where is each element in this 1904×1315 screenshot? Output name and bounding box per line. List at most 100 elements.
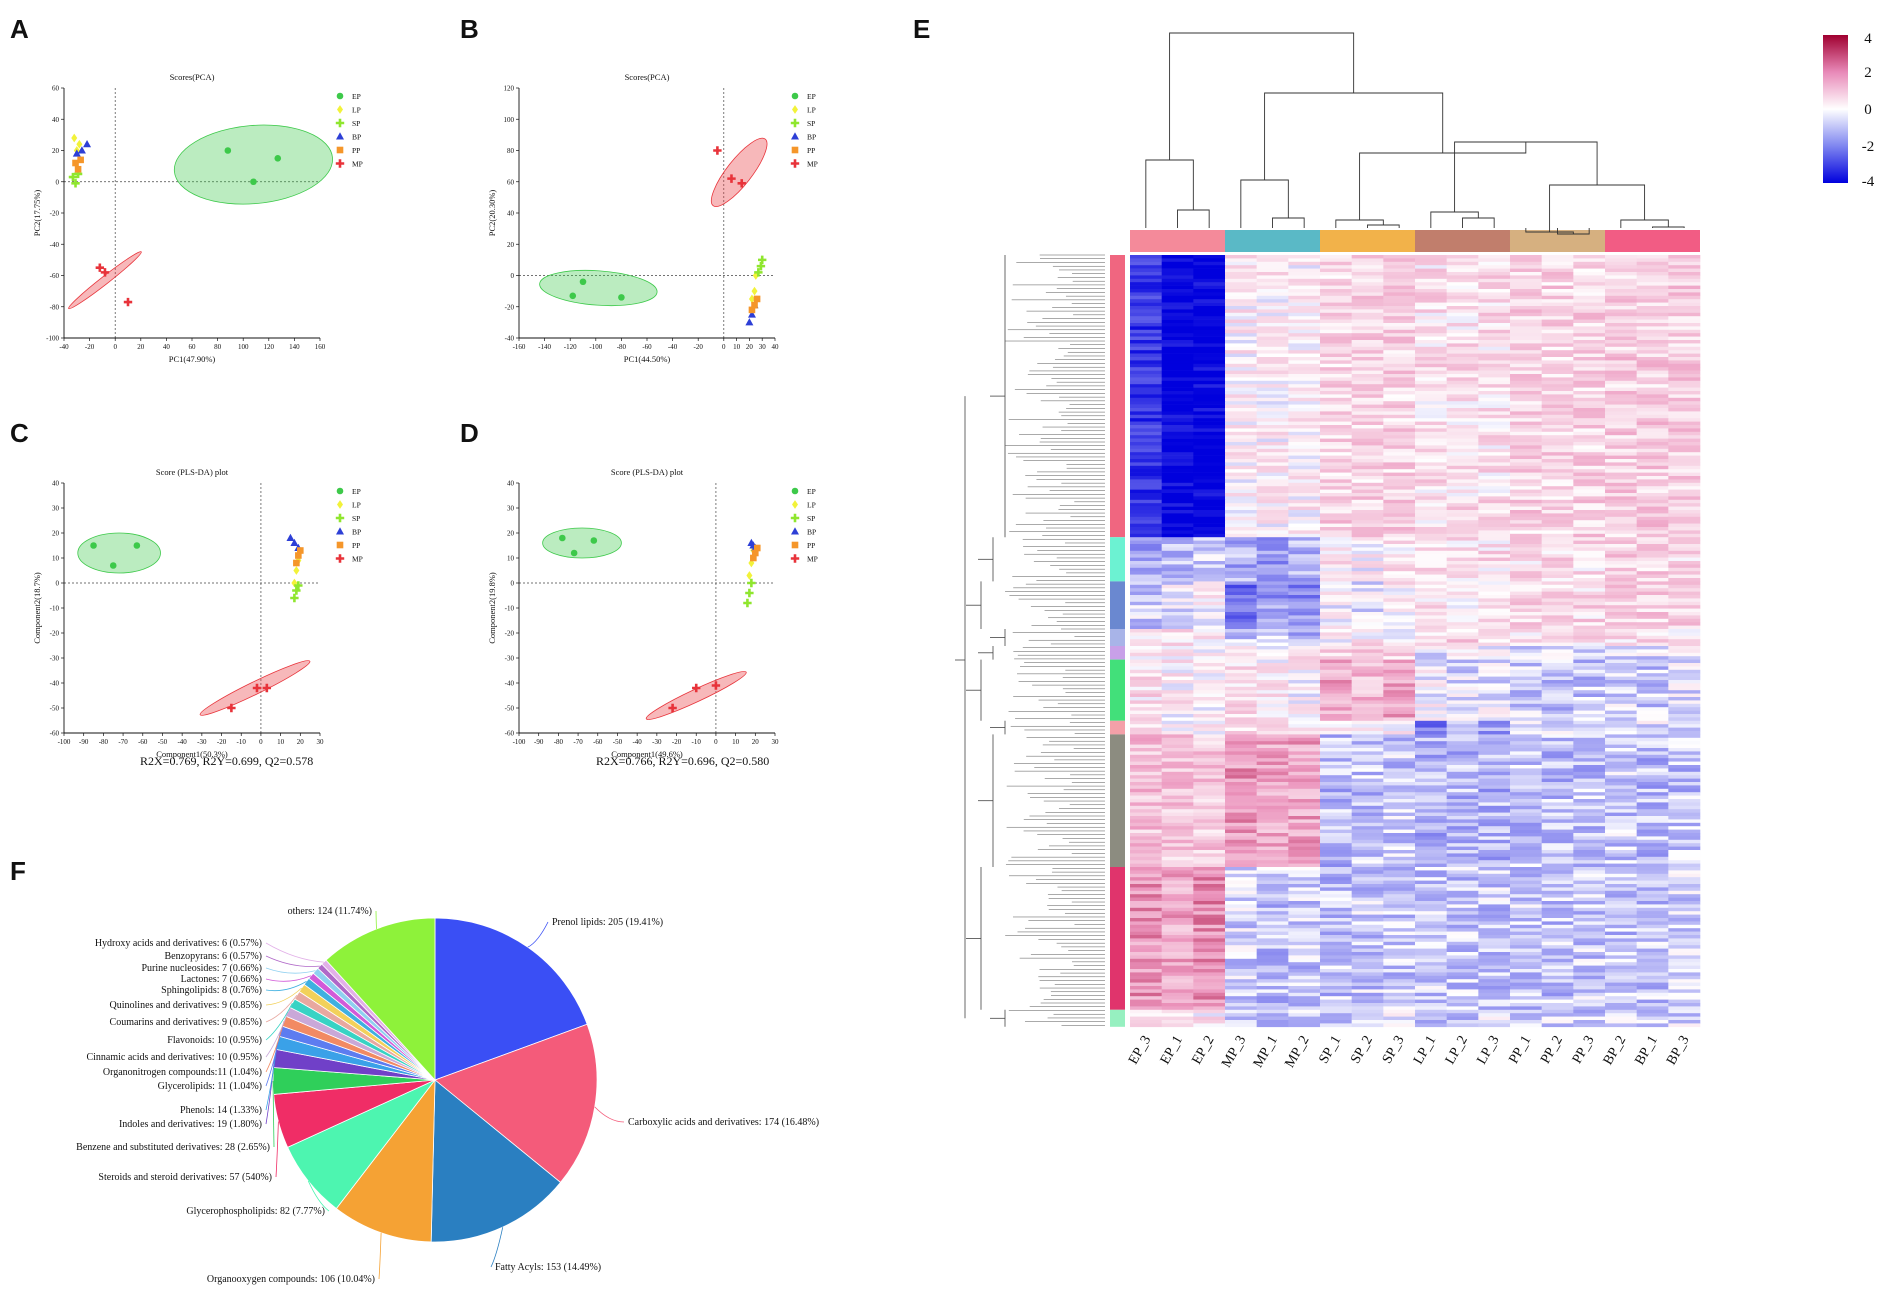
heatmap-cell <box>1256 387 1289 392</box>
heatmap-cell <box>1351 938 1384 943</box>
heatmap-cell <box>1668 578 1701 582</box>
heatmap-cell <box>1193 448 1226 453</box>
heatmap-cell <box>1225 414 1257 419</box>
y-tick-label-a: 0 <box>56 178 60 186</box>
heatmap-cell <box>1668 986 1701 990</box>
heatmap-cell <box>1573 554 1606 558</box>
heatmap-cell <box>1446 278 1479 283</box>
heatmap-cell <box>1415 404 1447 409</box>
legend-label-ep-d: EP <box>807 487 816 496</box>
heatmap-cell <box>1351 397 1384 402</box>
heatmap-cell <box>1636 316 1669 320</box>
heatmap-cell <box>1193 901 1226 905</box>
heatmap-cell <box>1636 343 1669 348</box>
heatmap-cell <box>1510 737 1542 742</box>
heatmap-cell <box>1383 370 1416 375</box>
heatmap-cell <box>1573 486 1606 490</box>
heatmap-cell <box>1320 931 1352 936</box>
heatmap-cell <box>1478 323 1511 327</box>
heatmap-cell <box>1668 914 1701 919</box>
heatmap-cell <box>1446 676 1479 681</box>
heatmap-cell <box>1383 408 1416 412</box>
heatmap-cell <box>1351 737 1384 742</box>
heatmap-cell <box>1320 792 1352 796</box>
heatmap-cell <box>1320 377 1352 382</box>
x-tick-label-c: 0 <box>259 738 263 746</box>
heatmap-cell <box>1541 333 1574 337</box>
heatmap-cell <box>1351 346 1384 351</box>
heatmap-cell <box>1415 707 1447 711</box>
heatmap-cell <box>1320 839 1352 844</box>
heatmap-cell <box>1288 962 1321 966</box>
heatmap-cell <box>1225 788 1257 793</box>
heatmap-cell <box>1446 350 1479 354</box>
column-label-pp-1: PP_1 <box>1507 1033 1535 1066</box>
y-tick-label-d: -30 <box>505 655 515 663</box>
heatmap-cell <box>1446 554 1479 558</box>
heatmap-cell <box>1320 996 1352 1000</box>
heatmap-cell <box>1478 530 1511 535</box>
heatmap-cell <box>1320 261 1352 266</box>
legend-marker-bp-c <box>336 527 344 535</box>
heatmap-cell <box>1256 928 1289 932</box>
heatmap-cell <box>1636 622 1669 626</box>
heatmap-cell <box>1161 955 1194 960</box>
heatmap-cell <box>1541 319 1574 324</box>
heatmap-cell <box>1510 574 1542 579</box>
heatmap-cell <box>1668 999 1701 1004</box>
heatmap-cell <box>1415 785 1447 790</box>
heatmap-cell <box>1510 499 1542 504</box>
heatmap-cell <box>1605 703 1637 708</box>
heatmap-cell <box>1541 958 1574 963</box>
heatmap-cell <box>1478 479 1511 484</box>
heatmap-cell <box>1320 411 1352 416</box>
heatmap-cell <box>1668 520 1701 524</box>
heatmap-cell <box>1256 584 1289 589</box>
heatmap-cell <box>1225 697 1257 701</box>
heatmap-cell <box>1478 632 1511 637</box>
heatmap-cell <box>1446 459 1479 463</box>
heatmap-cell <box>1256 346 1289 351</box>
heatmap-cell <box>1130 574 1162 579</box>
heatmap-cell <box>1541 472 1574 477</box>
heatmap-cell <box>1636 540 1669 545</box>
heatmap-cell <box>1225 622 1257 626</box>
heatmap-cell <box>1573 258 1606 263</box>
heatmap-cell <box>1383 1016 1416 1021</box>
column-label-sp-3: SP_3 <box>1380 1033 1408 1066</box>
heatmap-cell <box>1478 618 1511 623</box>
heatmap-cell <box>1193 884 1226 888</box>
heatmap-cell <box>1541 268 1574 273</box>
heatmap-cell <box>1193 635 1226 640</box>
heatmap-cell <box>1193 370 1226 375</box>
heatmap-cell <box>1351 476 1384 480</box>
heatmap-cell <box>1510 1013 1542 1017</box>
heatmap-cell <box>1478 387 1511 392</box>
heatmap-cell <box>1351 554 1384 558</box>
heatmap-cell <box>1288 754 1321 759</box>
heatmap-cell <box>1130 1009 1162 1014</box>
heatmap-cell <box>1605 367 1637 371</box>
heatmap-cell <box>1446 336 1479 341</box>
heatmap-cell <box>1256 921 1289 926</box>
heatmap-cell <box>1541 584 1574 589</box>
heatmap-cell <box>1541 693 1574 698</box>
heatmap-cell <box>1605 285 1637 290</box>
heatmap-cell <box>1288 938 1321 943</box>
heatmap-cell <box>1288 612 1321 616</box>
heatmap-cell <box>1541 574 1574 579</box>
heatmap-cell <box>1668 506 1701 511</box>
heatmap-cell <box>1541 829 1574 834</box>
heatmap-cell <box>1573 642 1606 647</box>
heatmap-cell <box>1541 897 1574 902</box>
heatmap-cell <box>1351 754 1384 759</box>
heatmap-cell <box>1256 285 1289 290</box>
heatmap-cell <box>1288 588 1321 592</box>
heatmap-cell <box>1510 282 1542 286</box>
heatmap-cell <box>1351 860 1384 864</box>
heatmap-cell <box>1193 703 1226 708</box>
heatmap-cell <box>1193 890 1226 895</box>
heatmap-cell <box>1288 482 1321 487</box>
heatmap-cell <box>1193 771 1226 776</box>
heatmap-cell <box>1573 890 1606 895</box>
